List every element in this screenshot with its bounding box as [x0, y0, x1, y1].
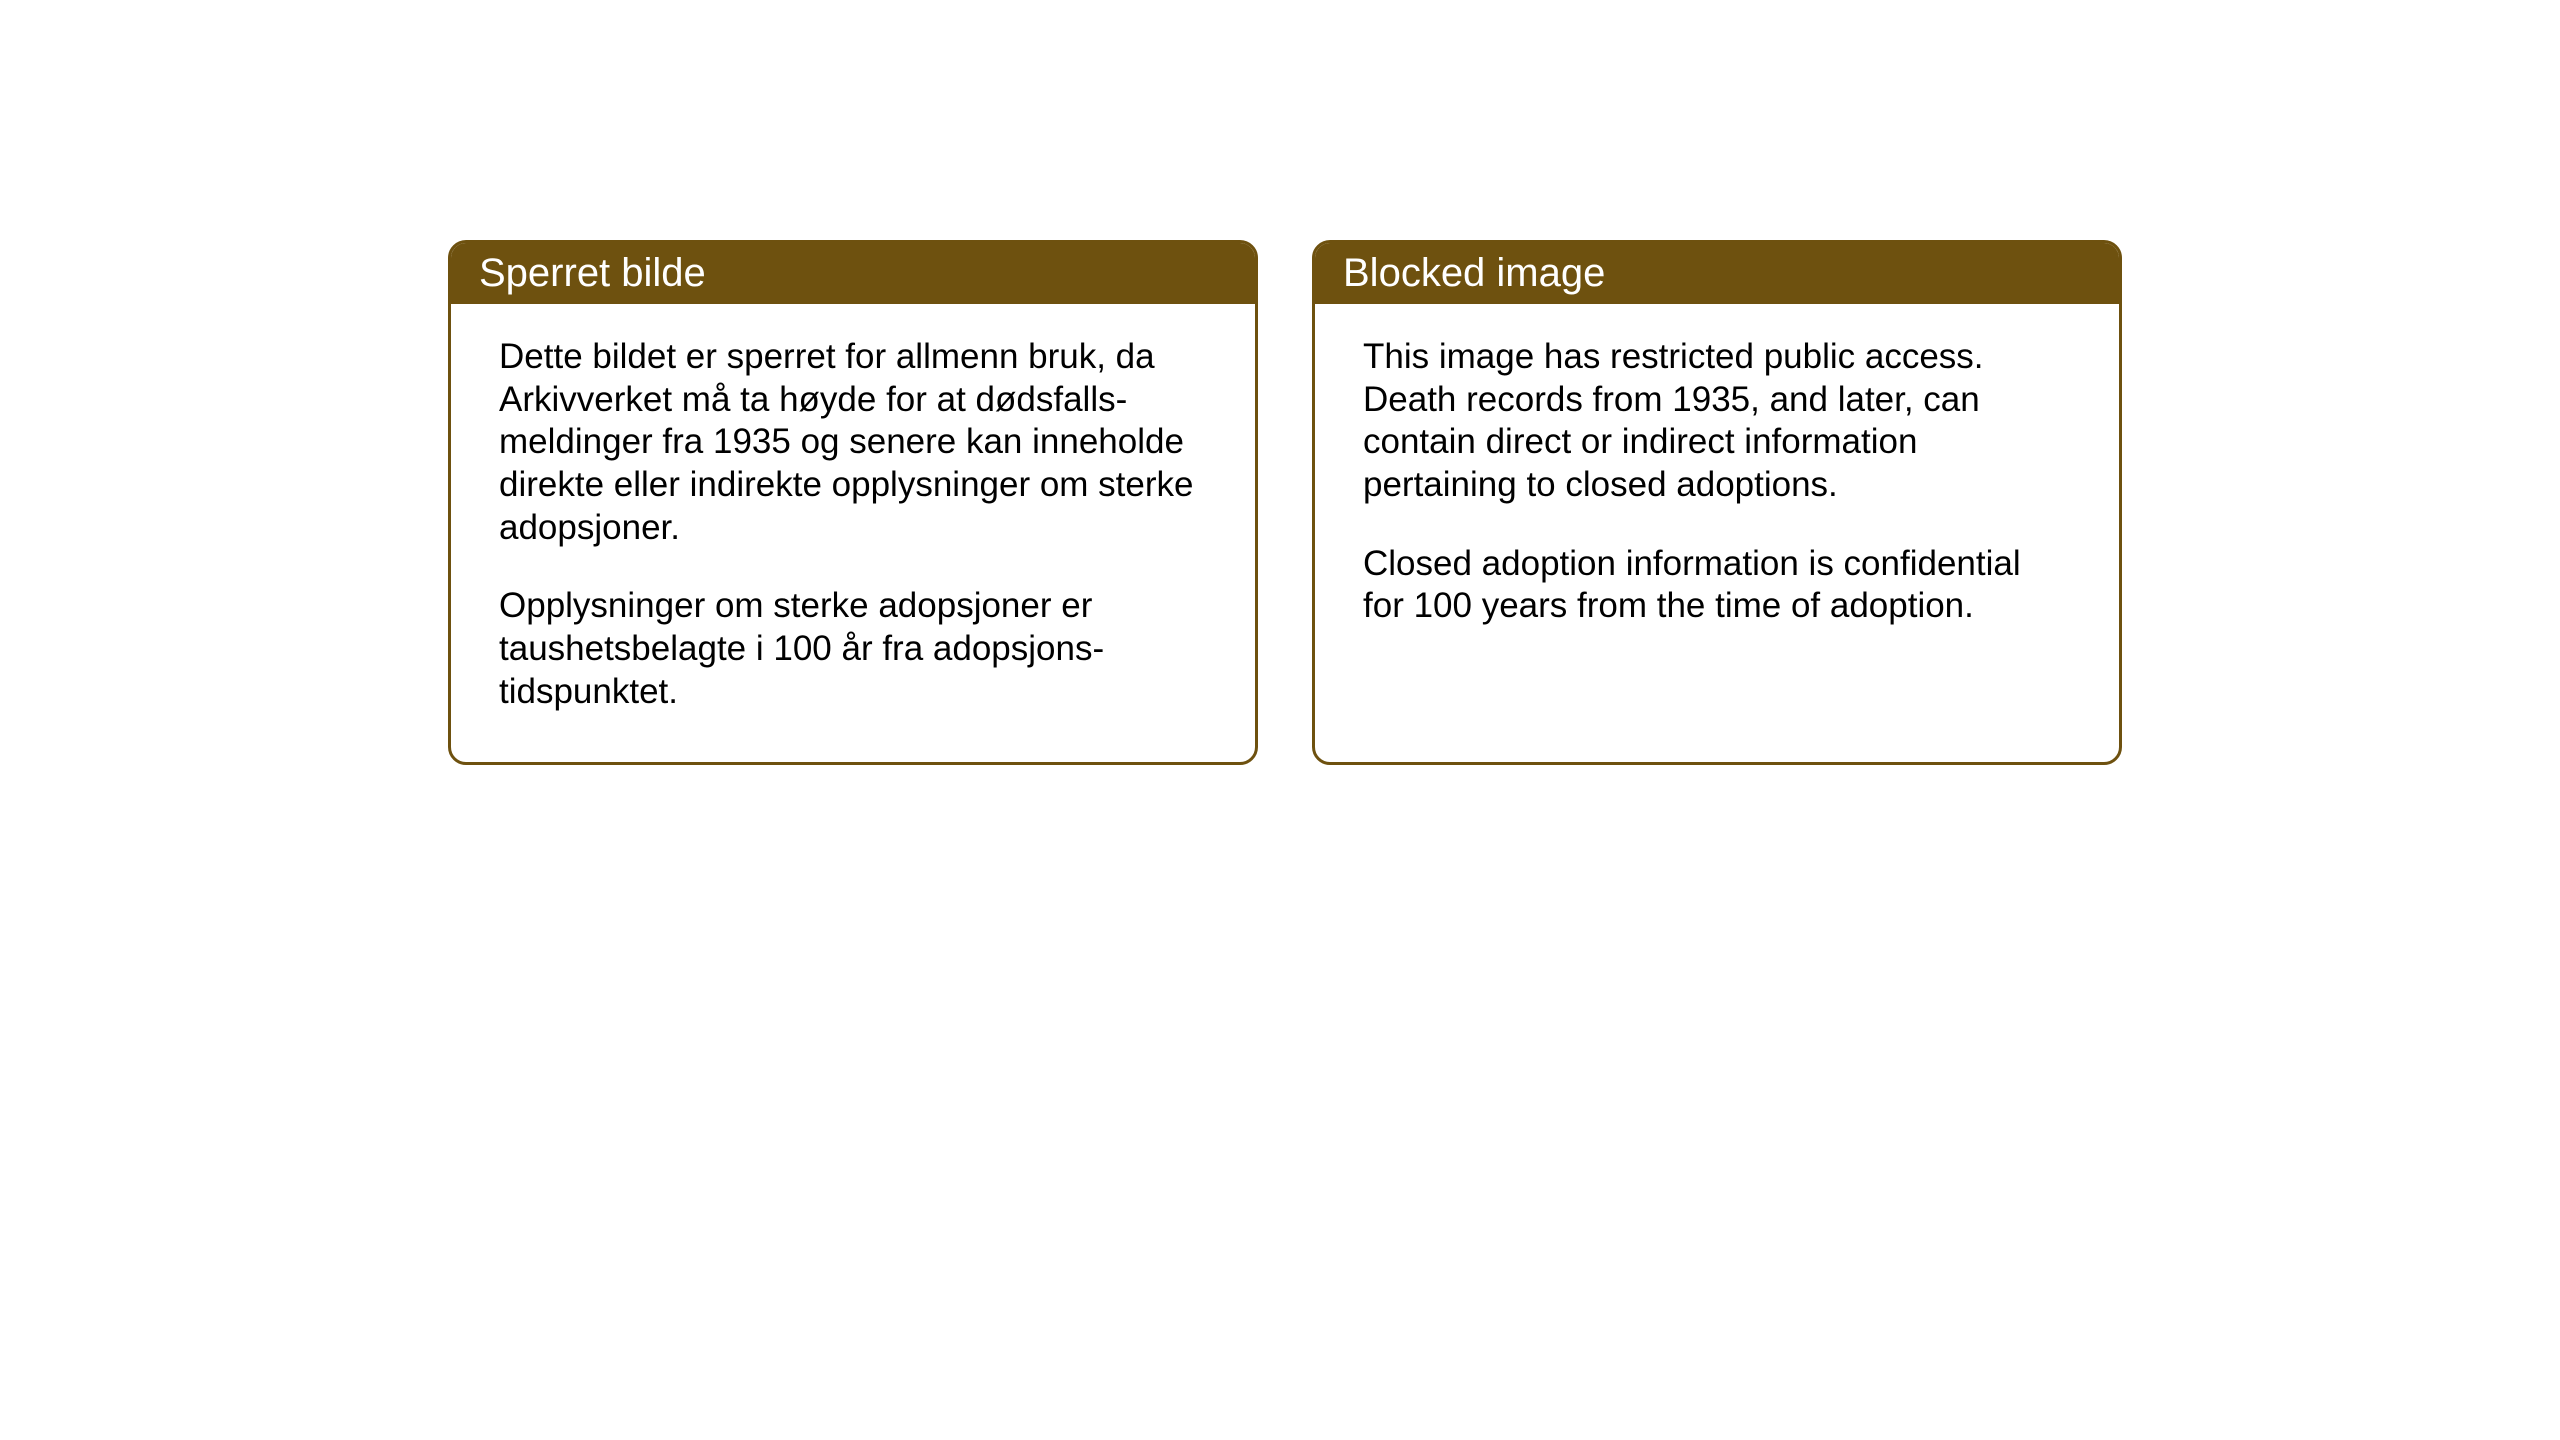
- card-title: Blocked image: [1343, 251, 1605, 295]
- card-header: Blocked image: [1315, 243, 2119, 304]
- card-title: Sperret bilde: [479, 251, 706, 295]
- card-header: Sperret bilde: [451, 243, 1255, 304]
- card-paragraph: Closed adoption information is confident…: [1363, 543, 2071, 628]
- card-paragraph: This image has restricted public access.…: [1363, 336, 2071, 507]
- cards-container: Sperret bilde Dette bildet er sperret fo…: [448, 240, 2122, 765]
- card-body: Dette bildet er sperret for allmenn bruk…: [451, 304, 1255, 762]
- notice-card-norwegian: Sperret bilde Dette bildet er sperret fo…: [448, 240, 1258, 765]
- notice-card-english: Blocked image This image has restricted …: [1312, 240, 2122, 765]
- card-paragraph: Dette bildet er sperret for allmenn bruk…: [499, 336, 1207, 549]
- card-paragraph: Opplysninger om sterke adopsjoner er tau…: [499, 585, 1207, 713]
- card-body: This image has restricted public access.…: [1315, 304, 2119, 734]
